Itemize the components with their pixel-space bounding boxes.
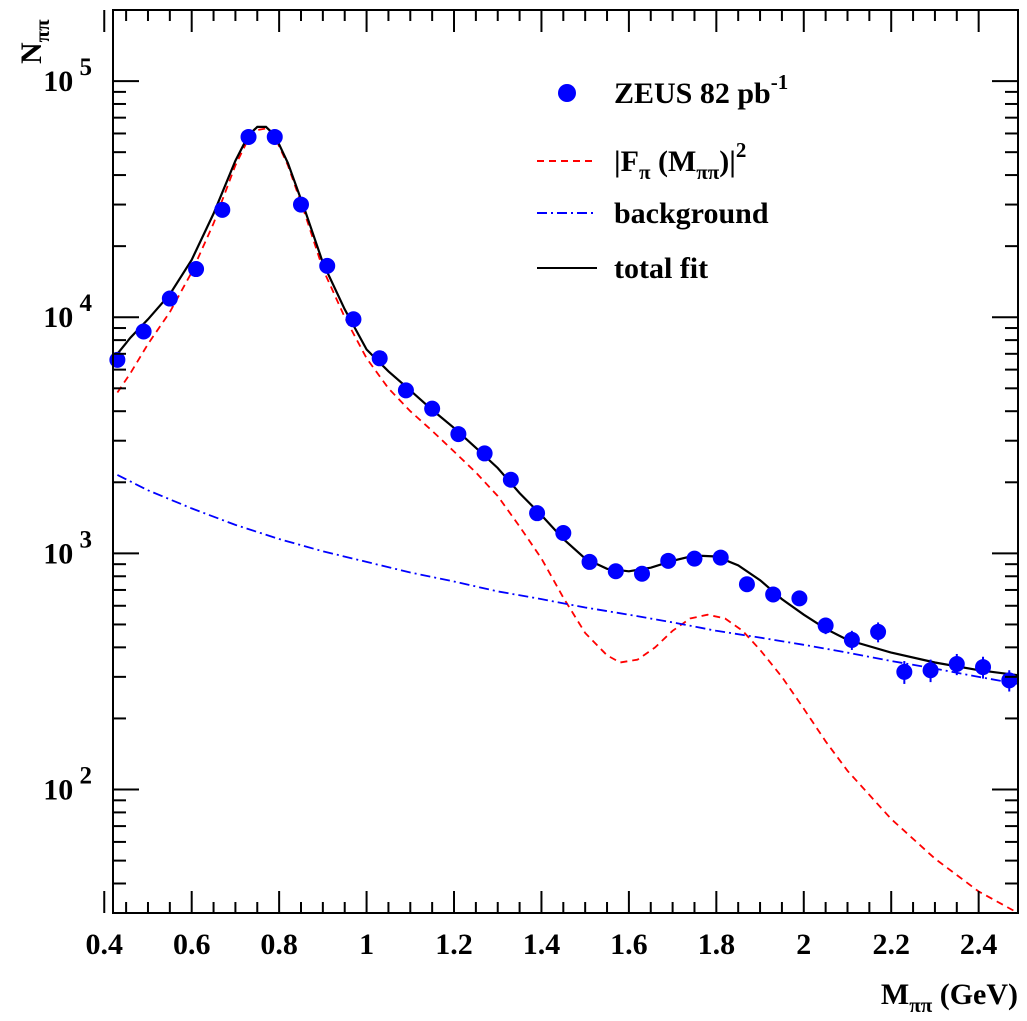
x-tick-label: 1	[359, 928, 374, 961]
axis-layer: 0.4 0.6 0.8 1 1.2 1.4 1.6 1.8 2 2.2 2.4 10 2 10 3 10 …	[43, 9, 1018, 961]
x-tick-label: 1.2	[435, 928, 473, 961]
legend-label: ZEUS 82 pb-1	[614, 70, 788, 110]
x-tick-label: 0.4	[86, 928, 124, 961]
data-point	[529, 505, 546, 522]
data-point	[817, 617, 834, 634]
legend-label: total fit	[614, 252, 708, 285]
data-point	[161, 290, 178, 307]
data-point	[319, 257, 336, 274]
data-point	[712, 549, 729, 566]
data-point	[214, 201, 231, 218]
data-point	[843, 631, 860, 648]
data-point	[424, 400, 441, 417]
legend-item: ZEUS 82 pb-1	[558, 70, 788, 110]
curve-dashdot	[116, 474, 1019, 685]
data-point	[345, 311, 362, 328]
y-tick-label: 10 4	[43, 290, 92, 334]
data-point	[922, 662, 939, 679]
data-point	[555, 524, 572, 541]
legend-item: total fit	[537, 252, 708, 285]
data-point	[188, 261, 205, 278]
x-tick-label: 2.4	[960, 928, 998, 961]
x-tick-label: 0.6	[173, 928, 211, 961]
y-axis-label: Nππ	[15, 19, 54, 64]
data-point	[791, 590, 808, 607]
x-tick-label: 0.8	[260, 928, 298, 961]
x-axis-label: Mππ (GeV)	[881, 978, 1018, 1017]
data-point	[686, 550, 703, 567]
data-point	[135, 323, 152, 340]
data-point	[975, 659, 992, 676]
curve-solid	[116, 125, 1019, 677]
legend-item: background	[537, 197, 769, 230]
data-point	[634, 565, 651, 582]
legend: ZEUS 82 pb-1 |Fπ (Mππ)|2 background total f…	[537, 70, 788, 285]
x-tick-label: 2.2	[872, 928, 910, 961]
data-point	[476, 445, 493, 462]
x-tick-label: 1.8	[698, 928, 736, 961]
data-point	[948, 656, 965, 673]
data-point	[502, 471, 519, 488]
data-point	[765, 586, 782, 603]
data-point	[1001, 672, 1018, 689]
data-point	[292, 196, 309, 213]
x-tick-label: 1.6	[610, 928, 648, 961]
legend-item: |Fπ (Mππ)|2	[537, 138, 746, 184]
data-point	[240, 128, 257, 145]
x-tick-label: 1.4	[523, 928, 561, 961]
data-point	[450, 426, 467, 443]
data-point	[738, 576, 755, 593]
y-tick-label: 10 5	[43, 54, 92, 98]
data-layer	[109, 125, 1019, 914]
x-tick-label: 2	[796, 928, 811, 961]
data-point	[371, 350, 388, 367]
y-tick-label: 10 2	[43, 763, 92, 807]
y-tick-label: 10 3	[43, 526, 92, 570]
data-point	[607, 563, 624, 580]
data-point	[581, 553, 598, 570]
data-point	[660, 552, 677, 569]
data-point	[266, 128, 283, 145]
legend-label: background	[614, 197, 769, 230]
curve-dashed	[116, 127, 1019, 914]
data-point	[397, 382, 414, 399]
plot-frame	[112, 9, 1019, 914]
legend-label: |Fπ (Mππ)|2	[614, 138, 746, 184]
data-point	[870, 623, 887, 640]
data-point	[896, 663, 913, 680]
legend-marker	[558, 84, 576, 102]
